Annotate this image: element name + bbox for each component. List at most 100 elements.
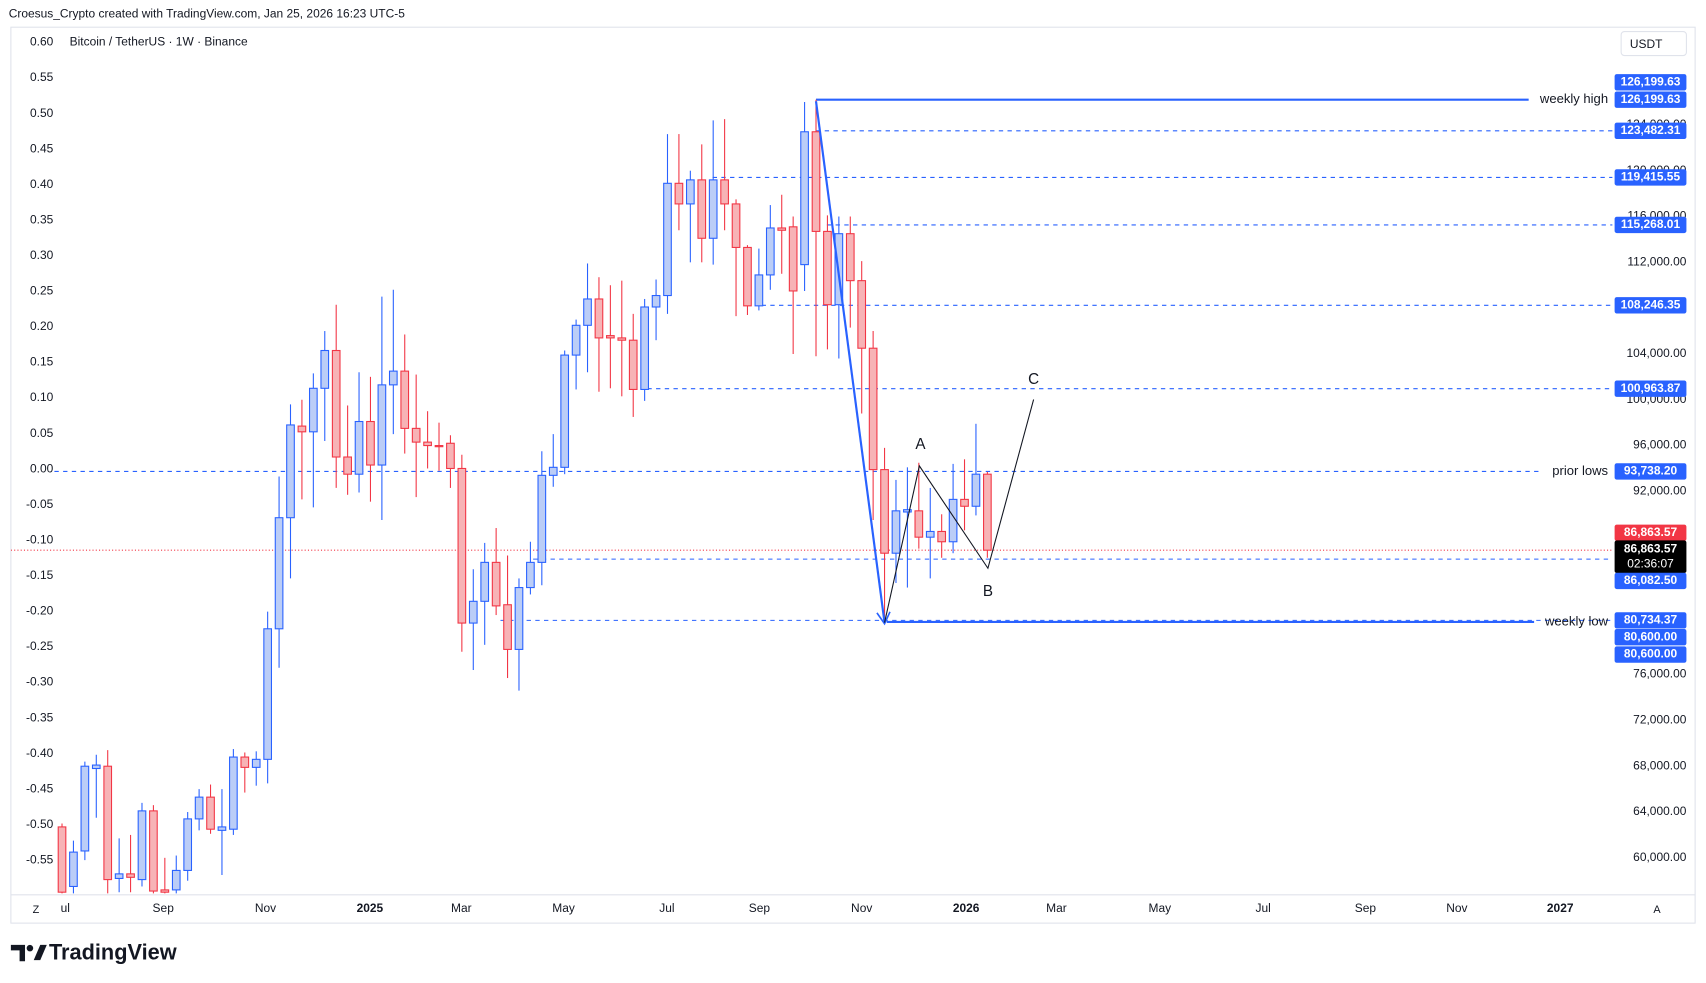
candle-body [823, 230, 832, 306]
currency-label[interactable]: USDT [1630, 37, 1663, 51]
candle-body [868, 347, 878, 471]
x-tick-label: Sep [153, 901, 175, 915]
candle-body [149, 810, 158, 892]
candle-body [914, 510, 924, 538]
y2-tick-label: 0.15 [30, 355, 54, 369]
wave-label: C [1028, 371, 1039, 388]
y2-tick-label: -0.10 [26, 532, 54, 546]
price-label: 100,963.87 [1621, 381, 1681, 395]
x-tick-label: 2025 [357, 901, 384, 915]
y2-tick-label: 0.00 [30, 461, 54, 475]
x-tick-label: May [552, 901, 575, 915]
candle-body [320, 349, 330, 389]
candle-body [628, 339, 638, 390]
arrow-head [876, 611, 891, 626]
candle-body [377, 384, 387, 466]
y2-tick-label: -0.40 [26, 746, 54, 760]
symbol-title: Bitcoin / TetherUS · 1W · Binance [70, 35, 248, 49]
price-label-box [1614, 463, 1687, 480]
candle-body [743, 246, 752, 307]
candle-body [571, 324, 581, 356]
x-tick-label: Mar [1046, 901, 1067, 915]
header-text: Croesus_Crypto created with TradingView.… [9, 6, 406, 20]
price-label-box [1614, 524, 1687, 541]
candle-body [891, 510, 901, 554]
candle-body [811, 131, 821, 232]
candle-body [160, 889, 170, 893]
price-label-box [1614, 612, 1687, 629]
price-label-box [1614, 297, 1687, 314]
candle-body [537, 474, 547, 563]
candle-body [274, 517, 284, 630]
chart-frame [10, 26, 1696, 924]
y2-tick-label: 0.10 [30, 390, 54, 404]
candle-body [400, 370, 410, 429]
y-tick-label: 64,000.00 [1633, 804, 1687, 818]
countdown: 02:36:07 [1627, 556, 1674, 570]
candle-body [777, 227, 787, 231]
y-tick-label: 96,000.00 [1633, 438, 1687, 452]
price-label: 80,600.00 [1624, 647, 1678, 661]
candle-body [491, 561, 501, 607]
price-label: 123,482.31 [1621, 123, 1681, 137]
y2-tick-label: -0.35 [26, 710, 54, 724]
axis-button[interactable]: A [1653, 904, 1661, 916]
candle-body [685, 179, 695, 205]
axis-button[interactable]: Z [33, 904, 40, 916]
y2-tick-label: 0.20 [30, 319, 54, 333]
price-label: 126,199.63 [1621, 74, 1681, 88]
level-text: weekly high [1539, 91, 1608, 106]
y-tick-label: 92,000.00 [1633, 484, 1687, 498]
y2-tick-label: -0.05 [26, 497, 54, 511]
y2-tick-label: -0.30 [26, 675, 54, 689]
y2-tick-label: 0.50 [30, 106, 54, 120]
currency-box[interactable] [1620, 31, 1687, 57]
candle-body [366, 420, 375, 466]
level-text: weekly low [1544, 613, 1609, 628]
y2-tick-label: 0.30 [30, 248, 54, 262]
x-tick-label: May [1149, 901, 1172, 915]
x-tick-label: Nov [851, 901, 872, 915]
candle-body [468, 600, 478, 624]
price-label: 86,863.57 [1624, 541, 1678, 555]
candle-body [800, 131, 809, 266]
candle-body [240, 756, 250, 768]
candle-body [354, 420, 364, 475]
candle-body [606, 335, 615, 339]
y2-tick-label: 0.25 [30, 284, 54, 298]
x-tick-label: Sep [749, 901, 771, 915]
price-label-box [1614, 572, 1687, 590]
x-tick-label: 2027 [1547, 901, 1574, 915]
x-tick-label: Jul [1256, 901, 1271, 915]
candle-body [960, 498, 969, 507]
y-tick-label: 68,000.00 [1633, 758, 1687, 772]
candle-body [171, 869, 181, 891]
candle-body [343, 456, 352, 475]
price-label-box [1614, 122, 1687, 139]
price-label: 108,246.35 [1621, 297, 1681, 311]
y-tick-label: 72,000.00 [1633, 713, 1687, 727]
x-tick-label: Jul [659, 901, 674, 915]
price-label: 115,268.01 [1621, 217, 1681, 231]
y-tick-label: 104,000.00 [1627, 346, 1687, 360]
price-label: 93,738.20 [1624, 464, 1678, 478]
candle-body [925, 530, 935, 538]
candle-body [229, 756, 238, 830]
price-label-box [1614, 74, 1687, 91]
candle-body [754, 274, 764, 307]
candle-body [697, 179, 707, 239]
candle-body [206, 796, 215, 830]
wave-label: B [983, 583, 993, 600]
candle-body [114, 873, 124, 879]
price-label-box [1614, 628, 1687, 646]
y-tick-label: 76,000.00 [1633, 667, 1687, 681]
price-label-box [1614, 216, 1687, 234]
x-tick-label: Nov [255, 901, 276, 915]
y2-tick-label: -0.20 [26, 604, 54, 618]
candle-body [91, 764, 101, 770]
candle-body [297, 425, 307, 433]
candle-body [526, 561, 535, 589]
candle-body [126, 873, 135, 878]
x-tick-label: 2026 [953, 901, 980, 915]
